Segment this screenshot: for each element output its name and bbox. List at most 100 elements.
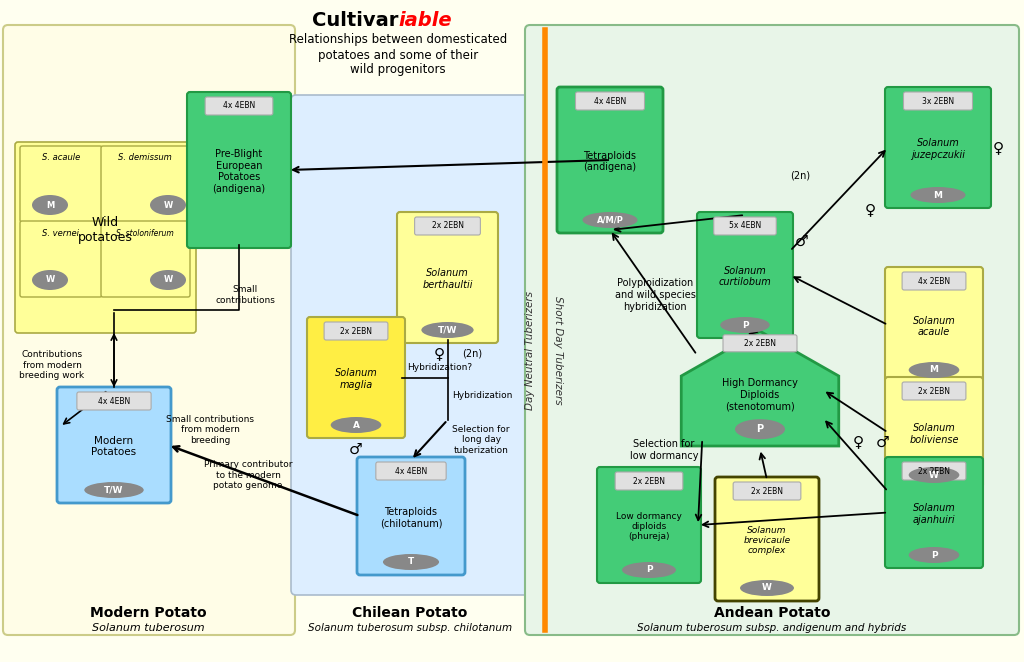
Text: Solanum
ajanhuiri: Solanum ajanhuiri [912,503,955,525]
Ellipse shape [740,580,794,596]
Text: Solanum tuberosum: Solanum tuberosum [92,623,205,633]
FancyBboxPatch shape [291,95,531,595]
FancyBboxPatch shape [205,97,272,115]
FancyBboxPatch shape [20,221,102,297]
Text: ♀: ♀ [993,140,1005,155]
Text: ♀: ♀ [852,434,863,449]
Text: M: M [46,201,54,209]
Ellipse shape [150,195,186,215]
FancyBboxPatch shape [15,142,196,333]
FancyBboxPatch shape [187,92,291,248]
Polygon shape [681,331,839,446]
Text: T/W: T/W [104,485,124,495]
Text: Contributions
from modern
breeding work: Contributions from modern breeding work [19,350,85,380]
FancyBboxPatch shape [714,217,776,235]
Text: M: M [934,191,942,199]
Text: Andean Potato: Andean Potato [714,606,830,620]
Ellipse shape [421,322,474,338]
Text: iable: iable [398,11,452,30]
Text: (2n): (2n) [463,349,482,359]
Text: ♀: ♀ [434,346,445,361]
Ellipse shape [622,562,676,578]
FancyBboxPatch shape [307,317,406,438]
Ellipse shape [908,467,959,483]
Text: (2n): (2n) [790,170,810,180]
Text: Wild
potatoes: Wild potatoes [78,216,132,244]
FancyBboxPatch shape [20,146,102,222]
Text: 2x 2EBN: 2x 2EBN [918,467,950,475]
Text: Solanum
berthaultii: Solanum berthaultii [422,268,473,290]
Text: P: P [646,565,652,575]
Text: Solanum tuberosum subsp. andigenum and hybrids: Solanum tuberosum subsp. andigenum and h… [637,623,906,633]
Text: Solanum
maglia: Solanum maglia [335,368,378,390]
FancyBboxPatch shape [557,87,663,233]
Ellipse shape [583,212,638,228]
Text: W: W [164,201,173,209]
Ellipse shape [383,554,439,570]
Text: Primary contributor
to the modern
potato genome: Primary contributor to the modern potato… [204,460,292,490]
Ellipse shape [32,270,68,290]
FancyBboxPatch shape [902,272,966,290]
Text: Tetraploids
(andigena): Tetraploids (andigena) [584,151,637,172]
FancyBboxPatch shape [325,322,388,340]
Text: Short Day Tuberizers: Short Day Tuberizers [553,296,563,404]
Text: Solanum
brevicaule
complex: Solanum brevicaule complex [743,526,791,555]
Text: W: W [929,471,939,479]
FancyBboxPatch shape [101,221,190,297]
Text: P: P [757,424,764,434]
FancyBboxPatch shape [715,477,819,601]
Text: Solanum tuberosum subsp. chilotanum: Solanum tuberosum subsp. chilotanum [308,623,512,633]
Text: 2x 2EBN: 2x 2EBN [751,487,783,495]
Text: T/W: T/W [438,326,457,334]
FancyBboxPatch shape [101,146,190,222]
FancyBboxPatch shape [697,212,793,338]
Text: High Dormancy
Diploids
(stenotomum): High Dormancy Diploids (stenotomum) [722,379,798,412]
Text: P: P [931,551,937,559]
Text: Low dormancy
diploids
(phureja): Low dormancy diploids (phureja) [616,512,682,542]
Ellipse shape [32,195,68,215]
FancyBboxPatch shape [885,87,991,208]
Text: 2x 2EBN: 2x 2EBN [633,477,665,485]
FancyBboxPatch shape [376,462,446,480]
Text: S. acaule: S. acaule [42,154,80,162]
Ellipse shape [908,547,959,563]
FancyBboxPatch shape [57,387,171,503]
FancyBboxPatch shape [3,25,295,635]
Text: Cultivar: Cultivar [311,11,398,30]
FancyBboxPatch shape [77,392,152,410]
Text: ♂: ♂ [795,234,809,248]
Text: 4x 4EBN: 4x 4EBN [223,101,255,111]
Text: ♂: ♂ [877,434,890,449]
Text: 3x 2EBN: 3x 2EBN [922,97,954,105]
FancyBboxPatch shape [885,457,983,568]
FancyBboxPatch shape [902,382,966,400]
Text: Small contributions
from modern
breeding: Small contributions from modern breeding [166,415,254,445]
Text: Polyploidization
and wild species
hybridization: Polyploidization and wild species hybrid… [614,279,695,312]
Text: Small
contributions: Small contributions [215,285,274,305]
Text: T: T [408,557,414,567]
Text: Selection for
low dormancy: Selection for low dormancy [630,439,698,461]
FancyBboxPatch shape [615,472,683,490]
Text: A/M/P: A/M/P [597,216,624,224]
FancyBboxPatch shape [575,92,644,110]
FancyBboxPatch shape [885,377,983,488]
Ellipse shape [735,419,785,439]
Text: S. demissum: S. demissum [118,154,172,162]
Ellipse shape [84,482,143,498]
FancyBboxPatch shape [357,457,465,575]
Text: M: M [930,365,939,375]
Text: Hybridization?: Hybridization? [407,363,472,372]
Text: Solanum
acaule: Solanum acaule [912,316,955,338]
Text: 4x 2EBN: 4x 2EBN [918,277,950,285]
Text: 2x 2EBN: 2x 2EBN [431,222,464,230]
Text: 2x 2EBN: 2x 2EBN [918,387,950,395]
Text: Relationships between domesticated
potatoes and some of their
wild progenitors: Relationships between domesticated potat… [289,34,507,77]
Text: W: W [45,275,54,285]
Text: Hybridization: Hybridization [453,391,513,399]
Text: A: A [352,420,359,430]
FancyBboxPatch shape [415,217,480,235]
Text: Modern
Potatoes: Modern Potatoes [91,436,136,457]
Text: Solanum
juzepczukii: Solanum juzepczukii [911,138,965,160]
Text: Selection for
long day
tuberization: Selection for long day tuberization [453,425,510,455]
Text: 2x 2EBN: 2x 2EBN [340,326,372,336]
